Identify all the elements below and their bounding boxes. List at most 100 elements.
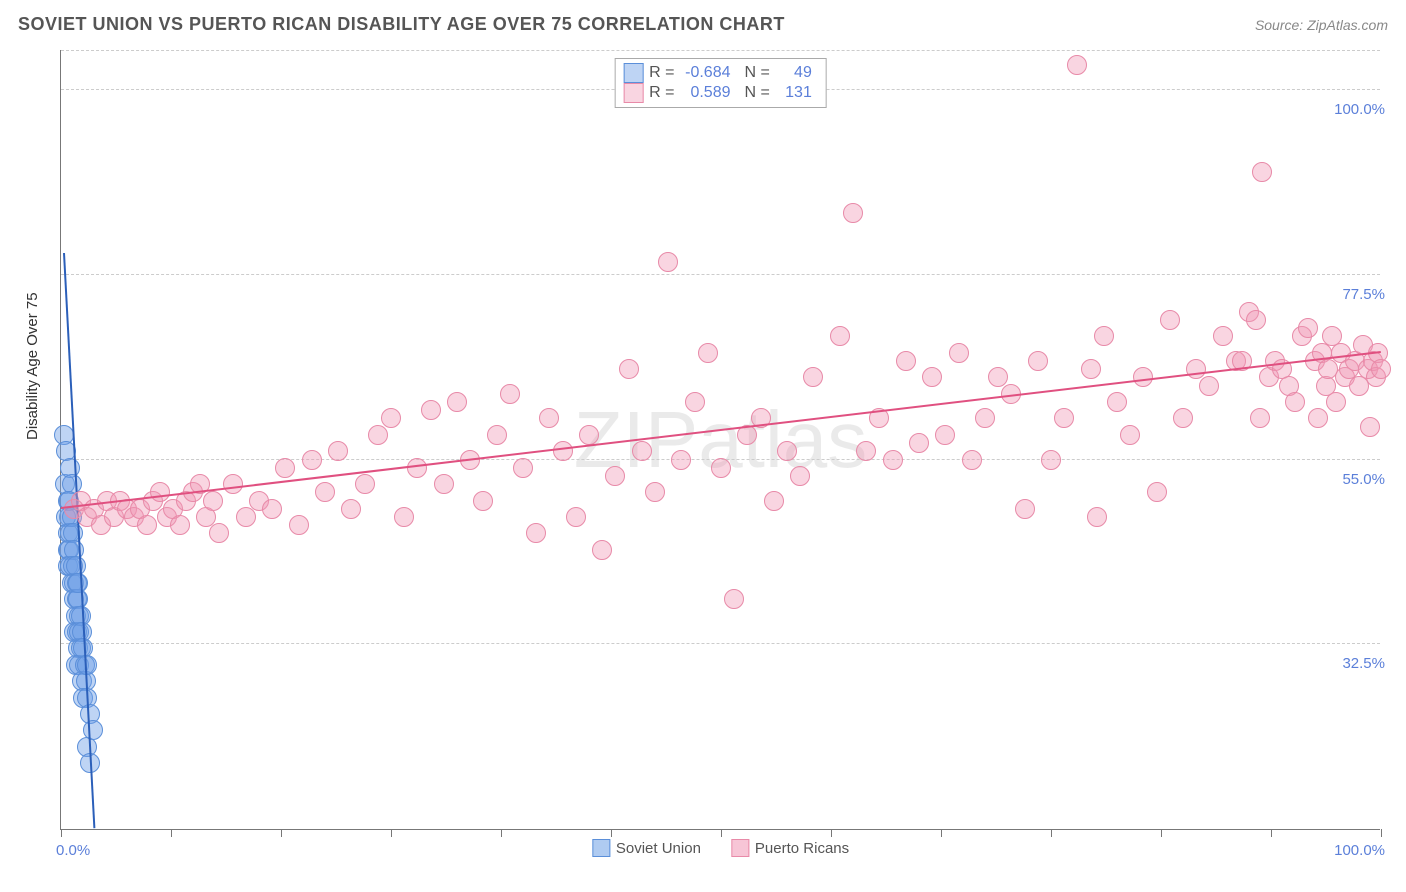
data-point — [77, 655, 97, 675]
x-tick — [831, 829, 832, 837]
y-tick-label: 77.5% — [1305, 286, 1385, 303]
data-point — [1250, 408, 1270, 428]
data-point — [1094, 326, 1114, 346]
data-point — [1028, 351, 1048, 371]
data-point — [209, 523, 229, 543]
data-point — [685, 392, 705, 412]
data-point — [1067, 55, 1087, 75]
data-point — [830, 326, 850, 346]
data-point — [579, 425, 599, 445]
plot-area: ZIPatlas R =-0.684N =49R =0.589N =131 So… — [60, 50, 1380, 830]
data-point — [632, 441, 652, 461]
data-point — [1246, 310, 1266, 330]
data-point — [170, 515, 190, 535]
data-point — [777, 441, 797, 461]
data-point — [1252, 162, 1272, 182]
x-tick — [611, 829, 612, 837]
data-point — [487, 425, 507, 445]
data-point — [843, 203, 863, 223]
data-point — [1107, 392, 1127, 412]
data-point — [500, 384, 520, 404]
legend-row: R = 0.589 N = 131 — [623, 83, 812, 103]
data-point — [394, 507, 414, 527]
data-point — [1326, 392, 1346, 412]
data-point — [1081, 359, 1101, 379]
data-point — [1054, 408, 1074, 428]
x-tick — [501, 829, 502, 837]
data-point — [1041, 450, 1061, 470]
data-point — [698, 343, 718, 363]
chart-header: SOVIET UNION VS PUERTO RICAN DISABILITY … — [18, 14, 1388, 35]
data-point — [407, 458, 427, 478]
data-point — [764, 491, 784, 511]
legend-swatch — [623, 63, 643, 83]
data-point — [790, 466, 810, 486]
data-point — [315, 482, 335, 502]
legend-r-value: -0.684 — [681, 64, 731, 82]
data-point — [1285, 392, 1305, 412]
data-point — [975, 408, 995, 428]
data-point — [526, 523, 546, 543]
legend-n-label: N = — [745, 64, 770, 82]
data-point — [1213, 326, 1233, 346]
data-point — [883, 450, 903, 470]
x-tick — [721, 829, 722, 837]
legend-item: Soviet Union — [592, 839, 701, 857]
data-point — [381, 408, 401, 428]
data-point — [434, 474, 454, 494]
data-point — [1087, 507, 1107, 527]
data-point — [1015, 499, 1035, 519]
trend-line — [61, 351, 1381, 509]
data-point — [909, 433, 929, 453]
data-point — [262, 499, 282, 519]
data-point — [1147, 482, 1167, 502]
legend-n-label: N = — [745, 84, 770, 102]
data-point — [539, 408, 559, 428]
data-point — [856, 441, 876, 461]
data-point — [1360, 417, 1380, 437]
data-point — [1308, 408, 1328, 428]
y-tick-label: 55.0% — [1305, 471, 1385, 488]
gridline — [61, 50, 1380, 51]
data-point — [473, 491, 493, 511]
legend-r-value: 0.589 — [681, 84, 731, 102]
legend-r-label: R = — [649, 84, 674, 102]
source-label: Source: ZipAtlas.com — [1255, 17, 1388, 33]
x-tick — [1051, 829, 1052, 837]
data-point — [137, 515, 157, 535]
data-point — [671, 450, 691, 470]
data-point — [1173, 408, 1193, 428]
y-tick-label: 32.5% — [1305, 655, 1385, 672]
data-point — [1371, 359, 1391, 379]
data-point — [236, 507, 256, 527]
legend-item: Puerto Ricans — [731, 839, 849, 857]
x-tick — [1271, 829, 1272, 837]
legend-label: Soviet Union — [616, 840, 701, 857]
data-point — [605, 466, 625, 486]
x-tick — [391, 829, 392, 837]
data-point — [962, 450, 982, 470]
data-point — [1160, 310, 1180, 330]
legend-row: R = -0.684 N = 49 — [623, 63, 812, 83]
x-tick — [61, 829, 62, 837]
data-point — [592, 540, 612, 560]
legend-n-value: 49 — [776, 64, 812, 82]
legend-r-label: R = — [649, 64, 674, 82]
data-point — [645, 482, 665, 502]
data-point — [553, 441, 573, 461]
data-point — [83, 720, 103, 740]
data-point — [275, 458, 295, 478]
x-tick — [1381, 829, 1382, 837]
legend-n-value: 131 — [776, 84, 812, 102]
data-point — [803, 367, 823, 387]
data-point — [949, 343, 969, 363]
correlation-legend: R = -0.684 N = 49 R = 0.589 N = 131 — [614, 58, 827, 108]
data-point — [289, 515, 309, 535]
chart-title: SOVIET UNION VS PUERTO RICAN DISABILITY … — [18, 14, 785, 35]
data-point — [328, 441, 348, 461]
x-tick — [281, 829, 282, 837]
data-point — [421, 400, 441, 420]
data-point — [724, 589, 744, 609]
series-legend: Soviet Union Puerto Ricans — [592, 839, 849, 857]
data-point — [711, 458, 731, 478]
